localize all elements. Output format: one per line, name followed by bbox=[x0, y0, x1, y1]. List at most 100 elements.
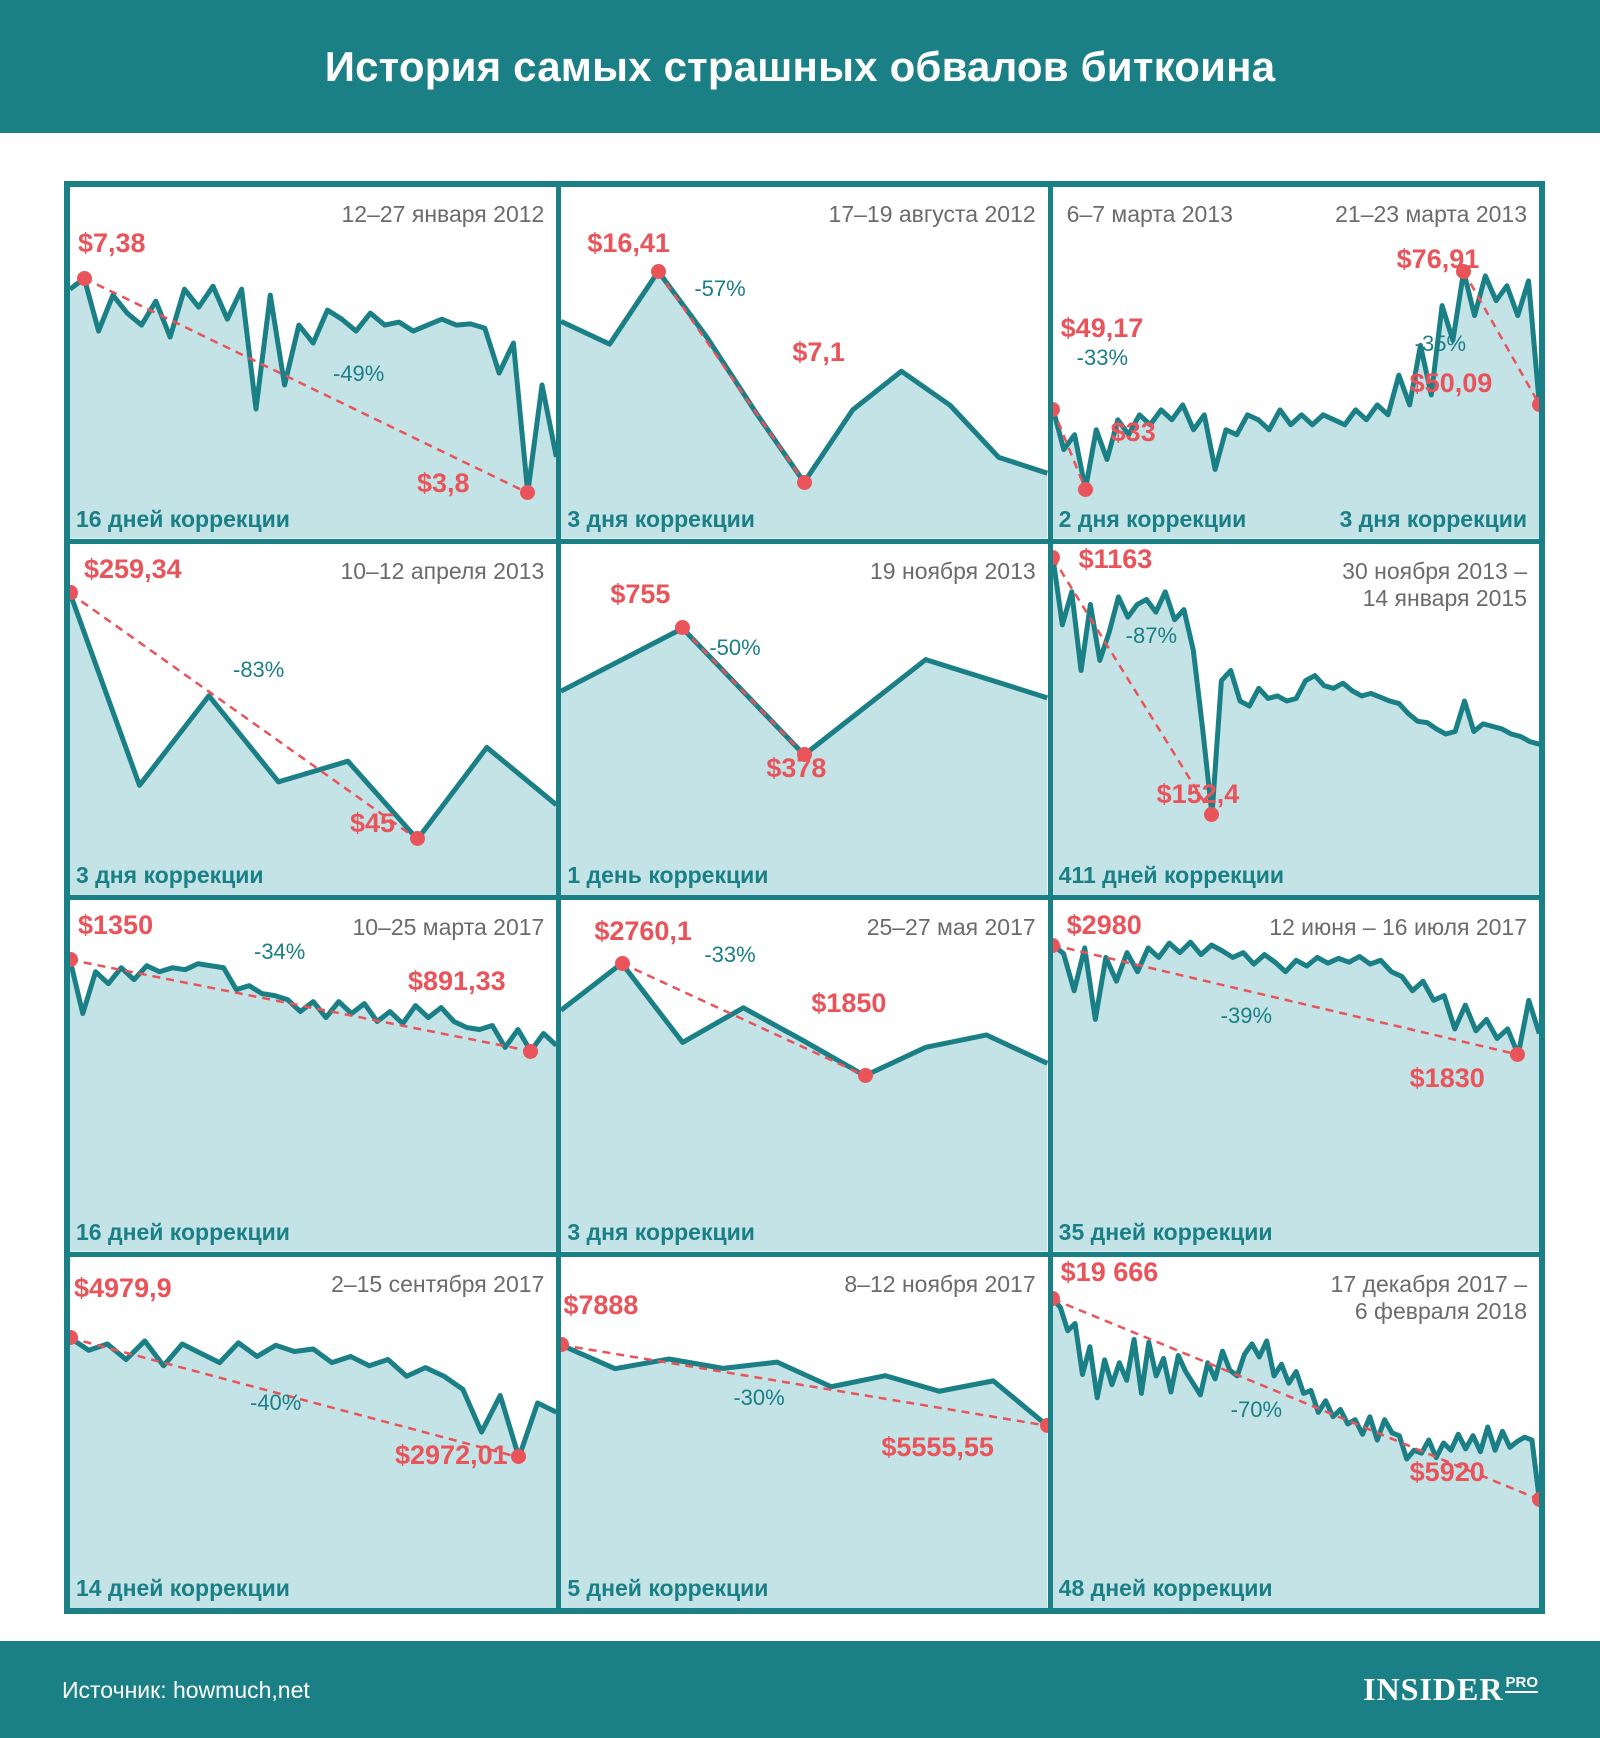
start-price-label: $16,41 bbox=[587, 228, 670, 258]
chart-plot bbox=[561, 900, 1048, 1252]
header-banner: История самых страшных обвалов биткоина bbox=[0, 0, 1600, 133]
price-area bbox=[1052, 942, 1539, 1252]
logo-suffix: PRO bbox=[1505, 1674, 1538, 1693]
price-line bbox=[561, 1344, 1047, 1425]
start-price-label: $2980 bbox=[1066, 910, 1142, 940]
drop-arrow-line bbox=[659, 271, 805, 482]
start-point-marker bbox=[675, 620, 691, 636]
date-label-first: 6–7 марта 2013 bbox=[1066, 201, 1233, 227]
correction-label: 5 дней коррекции bbox=[567, 1575, 769, 1601]
logo-text: INSIDER bbox=[1363, 1671, 1504, 1707]
change-percent-label: -33% bbox=[1076, 345, 1129, 370]
date-label: 10–25 марта 2017 bbox=[352, 914, 545, 940]
price-area bbox=[561, 271, 1048, 539]
end-point-marker bbox=[857, 1068, 873, 1084]
change-percent-label: -49% bbox=[333, 361, 385, 386]
date-label: 17–19 августа 2012 bbox=[828, 201, 1036, 227]
end-price-label: $1850 bbox=[811, 988, 887, 1018]
price-line bbox=[1053, 1299, 1539, 1499]
price-area bbox=[70, 278, 557, 539]
end-point-marker bbox=[523, 1043, 539, 1059]
end-point-marker bbox=[1510, 1047, 1526, 1063]
change-percent-label: -33% bbox=[704, 942, 756, 967]
chart-plot bbox=[1052, 900, 1539, 1252]
price-line bbox=[70, 1337, 556, 1457]
change-percent-label: -83% bbox=[233, 656, 285, 682]
correction-label: 16 дней коррекции bbox=[76, 505, 290, 532]
date-label: 10–12 апреля 2013 bbox=[340, 557, 545, 584]
start-price-label: $259,34 bbox=[84, 553, 182, 584]
source-label: Источник: howmuch,net bbox=[62, 1677, 310, 1703]
correction-label-first: 2 дня коррекции bbox=[1058, 505, 1247, 532]
footer-bar: Источник: howmuch,net INSIDER PRO bbox=[0, 1641, 1600, 1738]
start-price-label: $1350 bbox=[78, 910, 154, 940]
panel-dec-2017-feb-2018: 17 декабря 2017 – 6 февраля 2018 $19 666… bbox=[1052, 1256, 1539, 1608]
end-point-marker bbox=[796, 474, 812, 490]
chart-plot bbox=[561, 1257, 1048, 1608]
panel-mar-2013: 6–7 марта 2013 21–23 марта 2013 $49,17 $… bbox=[1052, 187, 1539, 539]
end-point-marker bbox=[1531, 1491, 1539, 1507]
date-label-second: 21–23 марта 2013 bbox=[1335, 201, 1527, 227]
chart-plot bbox=[70, 900, 557, 1252]
start-price-label: $1163 bbox=[1078, 543, 1153, 574]
start-price-label: $2760,1 bbox=[594, 916, 692, 946]
correction-label: 35 дней коррекции bbox=[1058, 1218, 1273, 1245]
price-area bbox=[1052, 271, 1539, 539]
date-label: 19 ноября 2013 bbox=[870, 557, 1036, 584]
price-area bbox=[561, 963, 1048, 1252]
panel-sep-2017: 2–15 сентября 2017 $4979,9 $2972,01 -40%… bbox=[70, 1256, 557, 1608]
date-label: 30 ноября 2013 – 14 января 2015 bbox=[1342, 557, 1527, 612]
end-point-marker bbox=[520, 485, 536, 501]
change-percent-label: -70% bbox=[1230, 1396, 1283, 1422]
date-label: 12–27 января 2012 bbox=[341, 201, 545, 227]
end-price-label: $152,4 bbox=[1156, 778, 1240, 809]
start-point-marker bbox=[561, 1336, 569, 1352]
start-point-marker bbox=[1052, 550, 1061, 566]
start-price-label: $4979,9 bbox=[74, 1272, 172, 1303]
price-area bbox=[70, 1337, 557, 1608]
second-end-price-label: $50,09 bbox=[1409, 368, 1493, 398]
start-price-label: $7,38 bbox=[78, 228, 146, 258]
chart-plot bbox=[70, 1257, 557, 1608]
drop-arrow-line bbox=[70, 593, 417, 839]
change-percent-label: -87% bbox=[1125, 622, 1178, 648]
chart-plot bbox=[1052, 544, 1539, 895]
end-price-label: $891,33 bbox=[408, 966, 506, 996]
price-line bbox=[70, 278, 556, 492]
drop-arrow-line bbox=[70, 1337, 519, 1457]
price-area bbox=[561, 1344, 1048, 1608]
correction-label: 48 дней коррекции bbox=[1058, 1575, 1273, 1601]
second-change-percent-label: -35% bbox=[1414, 331, 1467, 356]
insider-pro-logo[interactable]: INSIDER PRO bbox=[1363, 1671, 1538, 1708]
start-point-marker bbox=[1052, 937, 1061, 953]
price-area bbox=[1052, 557, 1539, 895]
change-percent-label: -34% bbox=[254, 939, 306, 964]
end-price-label: $33 bbox=[1110, 417, 1156, 447]
crash-chart-grid: 12–27 января 2012 $7,38 $3,8 -49% 16 дне… bbox=[64, 181, 1545, 1614]
end-point-marker bbox=[1204, 806, 1220, 822]
start-price-label: $755 bbox=[610, 578, 671, 609]
panel-may-2017: 25–27 мая 2017 $2760,1 $1850 -33% 3 дня … bbox=[561, 900, 1048, 1252]
start-point-marker bbox=[70, 585, 78, 601]
panel-apr-2013: 10–12 апреля 2013 $259,34 $45 -83% 3 дня… bbox=[70, 543, 557, 895]
correction-label: 16 дней коррекции bbox=[76, 1218, 290, 1245]
panel-aug-2012: 17–19 августа 2012 $16,41 $7,1 -57% 3 дн… bbox=[561, 187, 1048, 539]
change-percent-label: -30% bbox=[733, 1384, 785, 1410]
price-line bbox=[70, 593, 556, 839]
drop-arrow-line bbox=[1053, 1299, 1539, 1499]
end-price-label: $45 bbox=[350, 807, 396, 838]
end-price-label: $378 bbox=[766, 752, 827, 783]
price-line bbox=[70, 960, 556, 1051]
start-price-label: $19 666 bbox=[1060, 1256, 1159, 1287]
start-point-marker bbox=[70, 952, 78, 968]
drop-arrow-line bbox=[561, 1344, 1047, 1425]
start-point-marker bbox=[1052, 401, 1061, 417]
panel-mar-2017: 10–25 марта 2017 $1350 $891,33 -34% 16 д… bbox=[70, 900, 557, 1252]
drop-arrow-line bbox=[1463, 271, 1539, 404]
panel-jun-jul-2017: 12 июня – 16 июля 2017 $2980 $1830 -39% … bbox=[1052, 900, 1539, 1252]
end-point-marker bbox=[1040, 1417, 1048, 1433]
change-percent-label: -39% bbox=[1220, 1003, 1273, 1028]
start-price-label: $49,17 bbox=[1060, 313, 1144, 343]
date-label: 8–12 ноября 2017 bbox=[844, 1270, 1036, 1297]
price-line bbox=[1053, 271, 1539, 489]
